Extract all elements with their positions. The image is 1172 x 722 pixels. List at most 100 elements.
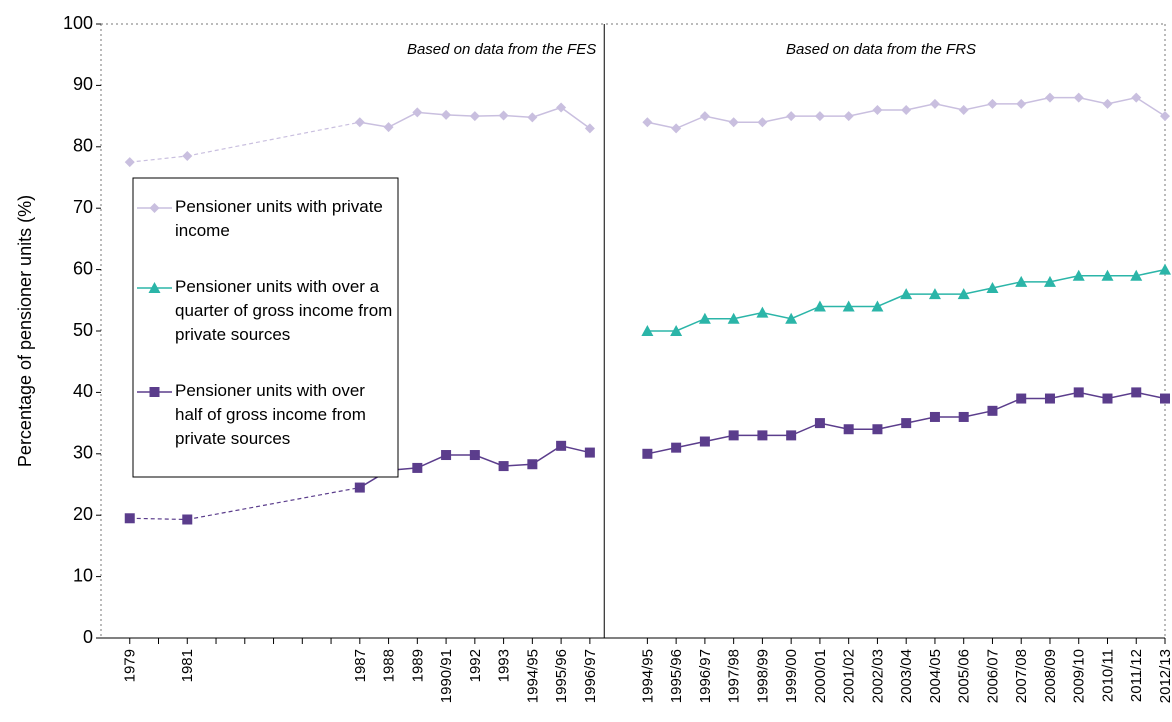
x-tick-label: 1995/96 — [668, 649, 685, 703]
y-tick-label: 10 — [73, 565, 93, 585]
x-tick-label: 2007/08 — [1013, 649, 1030, 703]
x-tick-label: 1989 — [409, 649, 426, 682]
marker — [1015, 275, 1028, 287]
legend-box — [132, 177, 399, 478]
x-tick-label: 1993 — [496, 649, 513, 682]
y-tick-label: 100 — [63, 13, 93, 33]
marker — [642, 117, 653, 128]
marker — [182, 151, 193, 162]
marker — [498, 110, 509, 121]
x-tick-label: 2005/06 — [956, 649, 973, 703]
marker — [900, 288, 913, 300]
marker — [670, 325, 683, 336]
marker — [957, 288, 970, 300]
x-tick-label: 2003/04 — [898, 649, 915, 703]
marker — [1073, 92, 1084, 103]
legend-label-line: quarter of gross income from — [175, 301, 392, 320]
x-tick-label: 1994/95 — [524, 649, 541, 703]
marker — [148, 282, 161, 293]
marker — [872, 424, 883, 435]
marker — [786, 430, 797, 441]
legend-label: Pensioner units with over a quarter of gr… — [175, 277, 392, 344]
marker — [698, 312, 711, 324]
marker — [671, 123, 682, 134]
marker — [1016, 393, 1027, 404]
marker — [1016, 98, 1027, 109]
y-tick-label: 70 — [73, 197, 93, 217]
marker — [469, 111, 480, 122]
marker — [901, 104, 912, 115]
marker — [757, 430, 768, 441]
marker — [1159, 263, 1171, 275]
marker — [929, 98, 940, 109]
x-tick-label: 1995/96 — [553, 649, 570, 703]
marker — [383, 122, 394, 133]
gap-connector — [129, 517, 188, 521]
marker — [728, 117, 739, 128]
marker — [1072, 269, 1085, 281]
marker — [928, 288, 941, 300]
marker — [756, 306, 769, 318]
marker — [441, 109, 452, 120]
marker — [814, 111, 825, 122]
marker — [441, 450, 452, 461]
marker — [987, 405, 998, 416]
legend-label-line: income — [175, 221, 230, 240]
legend-label: Pensioner units with over half of gross i… — [175, 381, 366, 448]
gap-connector — [187, 486, 360, 521]
marker — [901, 418, 912, 429]
x-tick-label: 1979 — [122, 649, 139, 682]
legend: Pensioner units with private income Pensio… — [132, 177, 399, 478]
gap-connector — [129, 155, 188, 163]
marker — [1160, 111, 1170, 122]
x-tick-label: 1990/91 — [438, 649, 455, 703]
marker — [1160, 393, 1170, 404]
marker — [1043, 275, 1056, 287]
x-tick-label: 2002/03 — [869, 649, 886, 703]
x-tick-label: 1981 — [179, 649, 196, 682]
marker — [699, 436, 710, 447]
x-tick-label: 2008/09 — [1042, 649, 1059, 703]
marker — [556, 440, 567, 451]
marker — [843, 424, 854, 435]
marker — [584, 447, 595, 458]
legend-label-line: half of gross income from — [175, 405, 366, 424]
marker — [699, 111, 710, 122]
x-tick-label: 2006/07 — [984, 649, 1001, 703]
section-title: Based on data from the FES — [407, 41, 596, 58]
x-tick-label: 1998/99 — [754, 649, 771, 703]
marker — [872, 104, 883, 115]
marker — [871, 300, 884, 312]
marker — [584, 123, 595, 134]
x-tick-label: 2012/13 — [1157, 649, 1172, 703]
x-tick-label: 1996/97 — [582, 649, 599, 703]
x-tick-label: 2001/02 — [841, 649, 858, 703]
x-tick-label: 1996/97 — [697, 649, 714, 703]
x-tick-label: 1999/00 — [783, 649, 800, 703]
marker — [354, 482, 365, 493]
marker — [842, 300, 855, 312]
marker — [124, 157, 135, 168]
marker — [671, 442, 682, 453]
marker — [1101, 269, 1114, 281]
x-tick-label: 2000/01 — [812, 649, 829, 703]
legend-label-line: Pensioner units with over a — [175, 277, 380, 296]
marker — [1102, 98, 1113, 109]
x-tick-label: 1992 — [467, 649, 484, 682]
legend-label-line: Pensioner units with private — [175, 197, 383, 216]
marker — [354, 117, 365, 128]
y-tick-label: 80 — [73, 136, 93, 156]
marker — [182, 514, 193, 525]
x-tick-label: 2009/10 — [1071, 649, 1088, 703]
marker — [1073, 387, 1084, 398]
marker — [641, 325, 654, 336]
marker — [727, 312, 740, 324]
marker — [813, 300, 826, 312]
marker — [958, 411, 969, 422]
legend-label-line: Pensioner units with over — [175, 381, 365, 400]
legend-label-line: private sources — [175, 325, 290, 344]
x-tick-label: 2004/05 — [927, 649, 944, 703]
marker — [1102, 393, 1113, 404]
marker — [728, 430, 739, 441]
